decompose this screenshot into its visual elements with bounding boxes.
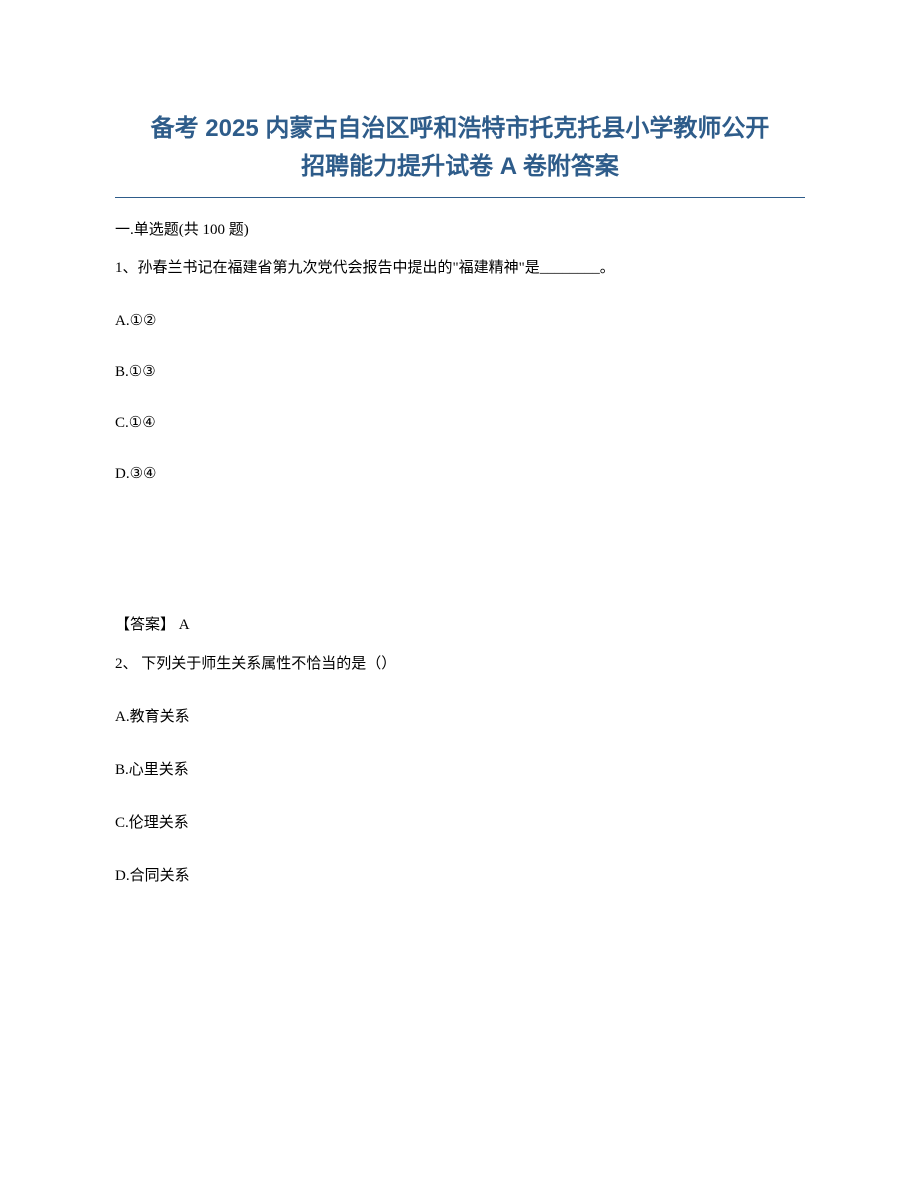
question-1-stem: 1、孙春兰书记在福建省第九次党代会报告中提出的"福建精神"是________。 (115, 257, 805, 280)
question-1-option-d: D.③④ (115, 464, 805, 483)
question-2-option-b: B.心里关系 (115, 758, 805, 779)
question-2-option-a: A.教育关系 (115, 705, 805, 726)
question-1-option-c: C.①④ (115, 413, 805, 432)
document-title-line1: 备考 2025 内蒙古自治区呼和浩特市托克托县小学教师公开 (115, 110, 805, 148)
question-2-option-c: C.伦理关系 (115, 811, 805, 832)
question-1-option-a: A.①② (115, 311, 805, 330)
question-2-stem: 2、 下列关于师生关系属性不恰当的是（） (115, 652, 805, 673)
question-1-answer: 【答案】 A (115, 613, 805, 634)
document-title-line2: 招聘能力提升试卷 A 卷附答案 (115, 148, 805, 186)
title-divider (115, 197, 805, 198)
question-1-option-b: B.①③ (115, 362, 805, 381)
section-header: 一.单选题(共 100 题) (115, 218, 805, 239)
question-2-option-d: D.合同关系 (115, 864, 805, 885)
